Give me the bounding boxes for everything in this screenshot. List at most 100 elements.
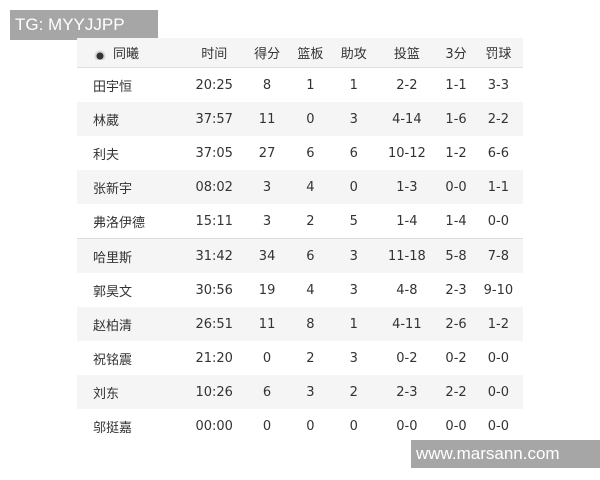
player-name: 刘东: [77, 375, 183, 409]
stat-three-pointers: 0-0: [438, 170, 474, 204]
stat-field-goals: 4-11: [375, 307, 439, 341]
stat-rebounds: 4: [288, 170, 333, 204]
watermark-top: TG: MYYJJPP: [10, 10, 158, 40]
stat-points: 11: [245, 102, 289, 136]
stat-free-throws: 0-0: [487, 350, 509, 366]
player-name: 利夫: [93, 147, 120, 163]
player-name: 田宇恒: [93, 79, 133, 95]
stat-three-pointers: 1-4: [438, 204, 474, 239]
player-name: 哈里斯: [77, 238, 183, 273]
player-row: 弗洛伊德 15:11 3 2 5 1-4 1-4 0-0: [77, 204, 523, 239]
stat-assists: 3: [349, 350, 358, 366]
stat-time: 10:26: [183, 375, 246, 409]
stat-assists: 6: [349, 145, 358, 161]
stat-rebounds: 2: [288, 204, 333, 239]
stat-three-pointers: 0-0: [445, 418, 467, 434]
player-name: 郭昊文: [93, 284, 133, 300]
header-row: 同曦 时间 得分 篮板 助攻 投篮 3分 罚球: [77, 38, 523, 68]
stat-field-goals: 11-18: [375, 238, 439, 273]
header-points: 得分: [245, 38, 289, 68]
stat-points: 8: [262, 77, 272, 93]
stat-points: 11: [245, 307, 289, 341]
player-row: 林葳 37:57 11 0 3 4-14 1-6 2-2: [77, 102, 523, 136]
stat-rebounds: 6: [288, 238, 333, 273]
stat-free-throws: 9-10: [483, 282, 514, 298]
stat-free-throws: 6-6: [487, 145, 509, 161]
header-time: 时间: [183, 38, 246, 68]
stat-assists: 0: [332, 170, 376, 204]
stat-field-goals: 2-3: [375, 375, 439, 409]
player-row: 哈里斯 31:42 34 6 3 11-18 5-8 7-8: [77, 238, 523, 273]
stat-field-goals: 4-14: [375, 102, 439, 136]
stat-three-pointers: 2-6: [438, 307, 474, 341]
stat-field-goals: 0-2: [396, 350, 418, 366]
stat-time: 37:57: [183, 102, 246, 136]
stat-rebounds: 4: [306, 282, 315, 298]
player-row: 郭昊文 30:56 19 4 3 4-8 2-3 9-10: [77, 273, 523, 307]
stat-assists: 5: [332, 204, 376, 239]
stat-points: 0: [262, 350, 272, 366]
stat-three-pointers: 2-3: [445, 282, 467, 298]
stat-time: 30:56: [195, 282, 233, 298]
stat-free-throws: 0-0: [487, 418, 509, 434]
stat-three-pointers: 2-2: [438, 375, 474, 409]
stat-field-goals: 0-0: [396, 418, 418, 434]
stat-field-goals: 4-8: [396, 282, 418, 298]
stat-assists: 1: [332, 307, 376, 341]
stat-rebounds: 2: [306, 350, 315, 366]
player-name: 张新宇: [77, 170, 183, 204]
stat-three-pointers: 5-8: [438, 238, 474, 273]
stat-time: 31:42: [183, 238, 246, 273]
header-rebounds: 篮板: [288, 38, 333, 68]
stat-rebounds: 6: [306, 145, 315, 161]
player-name: 林葳: [77, 102, 183, 136]
stat-rebounds: 1: [306, 77, 315, 93]
stat-free-throws: 0-0: [473, 204, 523, 239]
stat-time: 37:05: [195, 145, 233, 161]
player-row: 利夫 37:05 27 6 6 10-12 1-2 6-6: [77, 136, 523, 170]
stat-rebounds: 0: [288, 102, 333, 136]
box-score-table: 同曦 时间 得分 篮板 助攻 投篮 3分 罚球 田宇恒 20:25 8 1 1 2-2 1-1 3-3 林葳…: [77, 38, 523, 443]
player-name: 弗洛伊德: [77, 204, 183, 239]
team-name: 同曦: [113, 47, 140, 62]
player-row: 刘东 10:26 6 3 2 2-3 2-2 0-0: [77, 375, 523, 409]
stat-assists: 0: [349, 418, 358, 434]
stat-points: 3: [245, 170, 289, 204]
stat-points: 34: [245, 238, 289, 273]
stat-points: 0: [262, 418, 272, 434]
stat-time: 20:25: [195, 77, 233, 93]
stat-three-pointers: 1-1: [445, 77, 467, 93]
stat-three-pointers: 1-6: [438, 102, 474, 136]
stat-points: 3: [245, 204, 289, 239]
stat-rebounds: 3: [288, 375, 333, 409]
header-assists: 助攻: [332, 38, 376, 68]
stat-time: 15:11: [183, 204, 246, 239]
watermark-bottom: www.marsann.com: [411, 440, 600, 468]
stat-field-goals: 1-3: [375, 170, 439, 204]
player-row: 祝铭震 21:20 0 2 3 0-2 0-2 0-0: [77, 341, 523, 375]
header-free-throws: 罚球: [473, 38, 523, 68]
stat-assists: 3: [332, 238, 376, 273]
stat-assists: 2: [332, 375, 376, 409]
player-row: 田宇恒 20:25 8 1 1 2-2 1-1 3-3: [77, 68, 523, 103]
stat-field-goals: 1-4: [375, 204, 439, 239]
stat-rebounds: 8: [288, 307, 333, 341]
stat-assists: 3: [349, 282, 358, 298]
player-row: 张新宇 08:02 3 4 0 1-3 0-0 1-1: [77, 170, 523, 204]
stat-free-throws: 0-0: [473, 375, 523, 409]
stat-time: 26:51: [183, 307, 246, 341]
stat-points: 6: [245, 375, 289, 409]
stat-assists: 3: [332, 102, 376, 136]
stat-three-pointers: 0-2: [445, 350, 467, 366]
stat-rebounds: 0: [306, 418, 315, 434]
stat-free-throws: 2-2: [473, 102, 523, 136]
stat-field-goals: 10-12: [387, 145, 426, 161]
stat-free-throws: 7-8: [473, 238, 523, 273]
player-name: 邬挺嘉: [93, 420, 133, 436]
stat-time: 08:02: [183, 170, 246, 204]
stat-free-throws: 1-2: [473, 307, 523, 341]
stat-time: 21:20: [195, 350, 233, 366]
team-header: 同曦: [77, 38, 183, 68]
player-row: 赵柏清 26:51 11 8 1 4-11 2-6 1-2: [77, 307, 523, 341]
stat-assists: 1: [349, 77, 358, 93]
